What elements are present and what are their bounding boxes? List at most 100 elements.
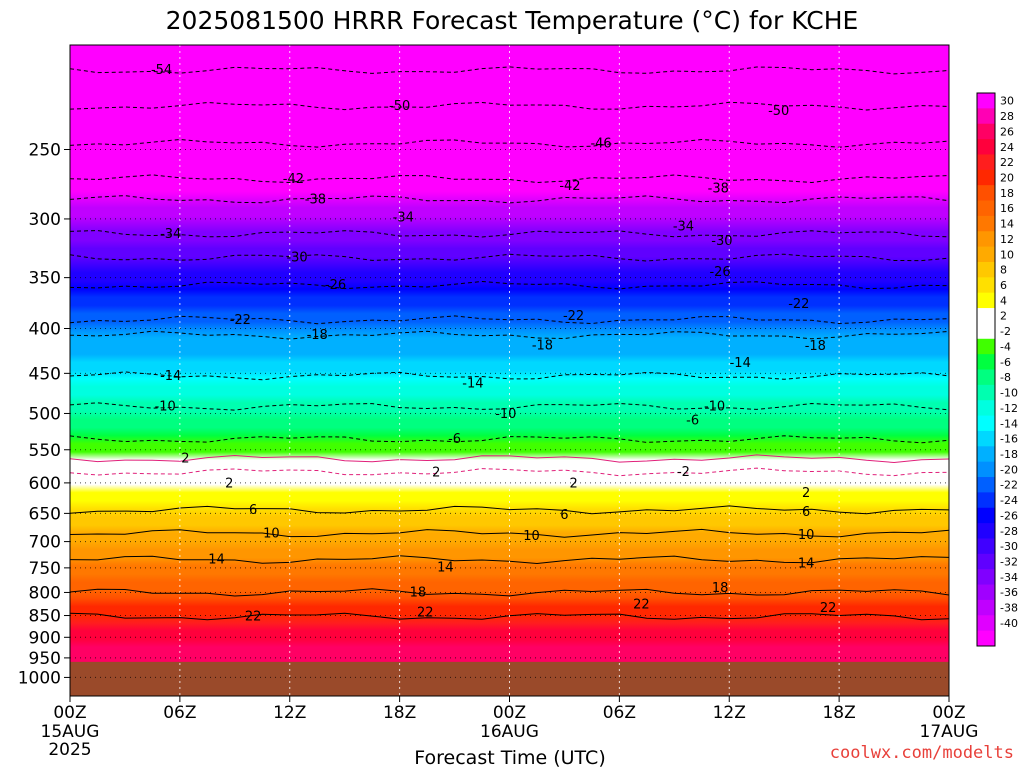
x-tick-label: 18Z xyxy=(822,703,855,723)
colorbar-bin xyxy=(977,630,995,647)
colorbar-tick-label: 8 xyxy=(1000,264,1007,277)
contour-label: -6 xyxy=(686,413,699,428)
colorbar-tick-label: 4 xyxy=(1000,294,1007,307)
colorbar-tick-label: 30 xyxy=(1000,95,1014,108)
contour-label: 10 xyxy=(523,529,540,544)
colorbar-bin xyxy=(977,369,995,386)
colorbar-bin xyxy=(977,154,995,171)
colorbar-tick-label: -28 xyxy=(1000,525,1018,538)
y-tick-label: 900 xyxy=(29,628,61,648)
contour-label: -38 xyxy=(305,192,326,207)
contour-label: 22 xyxy=(417,605,434,620)
contour-label: 22 xyxy=(245,609,262,624)
contour-label: 22 xyxy=(820,601,837,616)
contour-label: -14 xyxy=(160,369,181,384)
y-tick-label: 300 xyxy=(29,210,61,230)
colorbar-bin xyxy=(977,108,995,125)
grid-lines xyxy=(70,45,949,696)
colorbar-tick-label: -16 xyxy=(1000,433,1018,446)
contour-label: -50 xyxy=(389,99,410,114)
colorbar-bin xyxy=(977,477,995,493)
y-tick-label: 250 xyxy=(29,141,61,161)
contour-labels: -54-50 -50-46-42 -42-38-38-34-34-34-30-30-… xyxy=(151,63,836,624)
contour-label: -2 xyxy=(677,465,690,480)
colorbar-tick-label: 12 xyxy=(1000,233,1014,246)
contour-label: 14 xyxy=(798,556,815,571)
colorbar-frame xyxy=(976,92,996,647)
colorbar-bin xyxy=(977,400,995,417)
contour-label: -38 xyxy=(708,182,729,197)
x-axis-title: Forecast Time (UTC) xyxy=(414,747,605,768)
x-tick-label: 00Z xyxy=(932,703,965,723)
contour-label: -30 xyxy=(286,251,307,266)
contour-label: -26 xyxy=(325,278,346,293)
x-tick-label: 18Z xyxy=(383,703,416,723)
plot-area: -54-50 -50-46-42 -42-38-38-34-34-34-30-30-… xyxy=(70,45,949,696)
colorbar-bin xyxy=(977,599,995,616)
colorbar-tick-label: -2 xyxy=(1000,325,1011,338)
contour-label: 2 xyxy=(181,452,189,467)
colorbar-tick-label: -40 xyxy=(1000,617,1018,630)
colorbar-tick-label: 28 xyxy=(1000,110,1014,123)
colorbar-tick-label: -22 xyxy=(1000,479,1018,492)
x-date-label: 2025 xyxy=(48,740,91,760)
colorbar-bin xyxy=(977,354,995,370)
contour-label: -42 xyxy=(559,179,580,194)
colorbar-bin xyxy=(977,338,995,355)
y-tick-label: 950 xyxy=(29,649,61,669)
colorbar-tick-label: -18 xyxy=(1000,448,1018,461)
colorbar-tick-label: -26 xyxy=(1000,509,1018,522)
ground-below-surface xyxy=(70,661,949,696)
colorbar-bin xyxy=(977,308,995,324)
colorbar-bin xyxy=(977,415,995,432)
x-tick-label: 12Z xyxy=(273,703,306,723)
y-tick-label: 1000 xyxy=(18,668,61,688)
contour-label: -6 xyxy=(448,432,461,447)
contour-label: 2 xyxy=(432,466,440,481)
contour-label: -50 xyxy=(768,104,789,119)
contour-label: 14 xyxy=(437,560,454,575)
y-tick-label: 600 xyxy=(29,474,61,494)
colorbar-tick-label: 2 xyxy=(1000,310,1007,323)
colorbar-tick-label: -32 xyxy=(1000,556,1018,569)
y-tick-label: 850 xyxy=(29,607,61,627)
colorbar-bin xyxy=(977,200,995,217)
colorbar-bin xyxy=(977,507,995,524)
colorbar-tick-label: -10 xyxy=(1000,387,1018,400)
colorbar-tick-label: 16 xyxy=(1000,202,1014,215)
colorbar-tick-label: 26 xyxy=(1000,125,1014,138)
x-date-label: 16AUG xyxy=(480,722,539,742)
colorbar-bin xyxy=(977,123,995,140)
colorbar-bin xyxy=(977,323,995,340)
contour-label: -34 xyxy=(673,219,694,234)
contour-label: -18 xyxy=(805,339,826,354)
contour-label: -22 xyxy=(563,309,584,324)
colorbar-bin xyxy=(977,523,995,539)
colorbar-bin xyxy=(977,584,995,601)
colorbar-tick-label: 20 xyxy=(1000,171,1014,184)
credit-text: coolwx.com/modelts xyxy=(830,743,1014,763)
colorbar-bin xyxy=(977,93,995,109)
contour-label: -26 xyxy=(709,265,730,280)
colorbar: 30 28 26 24 22 20 18 16 14 12 10 8 6 4 2 -2 -4 -6 -8 -10 -12… xyxy=(976,92,1018,647)
contour-label: -34 xyxy=(393,211,414,226)
colorbar-tick-label: -30 xyxy=(1000,540,1018,553)
colorbar-tick-label: -6 xyxy=(1000,356,1011,369)
colorbar-bin xyxy=(977,615,995,632)
contour-label: 6 xyxy=(560,508,568,523)
contour-label: -18 xyxy=(307,328,328,343)
colorbar-bin xyxy=(977,215,995,232)
colorbar-tick-label: 14 xyxy=(1000,218,1014,231)
x-tick-label: 12Z xyxy=(713,703,746,723)
isotherm-line xyxy=(70,505,949,515)
colorbar-bin xyxy=(977,139,995,155)
colorbar-bin xyxy=(977,446,995,463)
contour-label: -30 xyxy=(711,234,732,249)
contour-label: 10 xyxy=(798,528,815,543)
colorbar-bin xyxy=(977,231,995,248)
contour-label: -10 xyxy=(155,400,176,415)
colorbar-tick-label: -4 xyxy=(1000,340,1011,353)
contour-label: -34 xyxy=(160,227,181,242)
